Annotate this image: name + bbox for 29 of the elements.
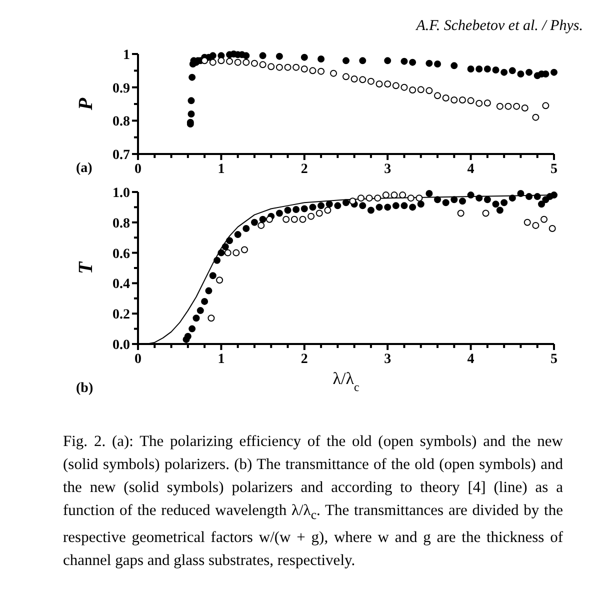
x-tick-label: 0 (134, 352, 142, 367)
y-axis-title: T (75, 261, 97, 274)
x-tick-label: 3 (384, 162, 392, 177)
x-tick-label: 5 (550, 162, 558, 177)
y-tick-label: 0.6 (112, 246, 130, 262)
x-axis-title: λ/λ$_{c}$ (332, 369, 360, 394)
y-tick-label: 0.8 (112, 114, 130, 130)
y-tick-label: 0.9 (112, 81, 130, 96)
x-tick-label: 5 (550, 352, 558, 367)
y-tick-label: 0.0 (112, 338, 130, 353)
chart-title: A.F. Schebetov et al. / Phys. (415, 18, 583, 34)
y-axis-title: P (75, 97, 97, 112)
text: (a) (76, 161, 93, 176)
y-tick-label: 1 (123, 48, 130, 63)
x-tick-label: 4 (467, 352, 474, 367)
text: (b) (76, 381, 94, 396)
x-tick-label: 4 (467, 162, 474, 177)
caption: Fig. 2. (a): The polarizing efficiency of the old (open symbols) and the new (solid symbols) polarizers. (b) The transmittance of the old (open symbols) and the new (solid symbols) polarizers and according to theory [4] (line) as a function of the reduced wavelength λ/λ$_{c}$. The transmittances are divided by the respective geometrical factors w/(w + g), where w and g are the thickness of channel gaps and glass substrates, respectively. (63, 432, 563, 572)
x-tick-label: 1 (218, 162, 225, 177)
y-tick-label: 0.8 (112, 216, 130, 232)
x-tick-label: 2 (300, 162, 308, 177)
y-tick-label: 0.2 (112, 308, 130, 323)
y-tick-label: 0.4 (112, 277, 130, 292)
x-tick-label: 2 (300, 352, 308, 367)
y-tick-label: 0.7 (112, 148, 130, 163)
x-tick-label: 0 (134, 162, 142, 177)
y-tick-label: 1.0 (112, 186, 130, 201)
x-tick-label: 3 (384, 352, 392, 367)
x-tick-label: 1 (218, 352, 225, 367)
